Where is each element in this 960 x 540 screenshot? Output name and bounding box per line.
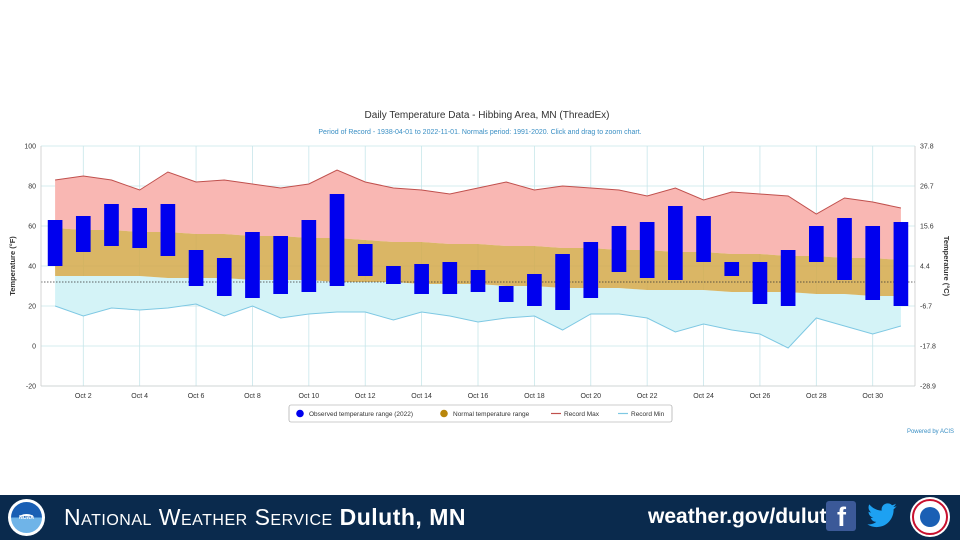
- x-tick-label: Oct 4: [131, 393, 148, 400]
- x-tick-label: Oct 18: [524, 393, 545, 400]
- observed-bar-day-6[interactable]: [188, 250, 204, 286]
- x-tick-label: Oct 16: [468, 393, 489, 400]
- x-tick-label: Oct 8: [244, 393, 261, 400]
- legend-item-label[interactable]: Record Max: [564, 411, 600, 418]
- record-min-line: [54, 303, 902, 349]
- observed-bar-day-26[interactable]: [752, 262, 768, 304]
- x-tick-label: Oct 28: [806, 393, 827, 400]
- y-axis-left-title: Temperature (°F): [8, 236, 17, 296]
- chart-area[interactable]: Daily Temperature Data - Hibbing Area, M…: [0, 0, 960, 495]
- observed-bar-day-30[interactable]: [865, 226, 881, 300]
- observed-bar-day-8[interactable]: [245, 232, 260, 298]
- observed-bar-day-5[interactable]: [160, 204, 176, 256]
- observed-bar-day-24[interactable]: [696, 216, 711, 262]
- footer-title-prefix: National Weather Service: [64, 504, 333, 530]
- y-tick-left-label: 60: [28, 224, 36, 231]
- y-tick-right-label: 37.8: [920, 144, 934, 151]
- legend-item-label[interactable]: Normal temperature range: [453, 411, 530, 418]
- x-tick-label: Oct 30: [862, 393, 883, 400]
- y-tick-left-label: 100: [24, 144, 36, 151]
- footer-banner: NOAA National Weather Service Duluth, MN…: [0, 495, 960, 540]
- observed-bar-day-19[interactable]: [555, 254, 570, 310]
- x-tick-label: Oct 22: [637, 393, 658, 400]
- legend-marker[interactable]: [296, 409, 304, 418]
- legend-marker[interactable]: [440, 409, 448, 418]
- x-tick-label: Oct 2: [75, 393, 92, 400]
- temperature-bands: [41, 169, 915, 349]
- record-min-band: [55, 276, 901, 348]
- y-tick-left-label: 0: [32, 344, 36, 351]
- y-tick-right-label: -28.9: [920, 384, 936, 391]
- legend-box: [288, 404, 673, 423]
- observed-bar-day-27[interactable]: [780, 250, 796, 306]
- observed-bar-day-7[interactable]: [216, 258, 232, 296]
- normal-range-band: [55, 228, 901, 296]
- footer-title-city: Duluth, MN: [339, 504, 466, 530]
- observed-bar-day-15[interactable]: [442, 262, 458, 294]
- record-max-line: [55, 169, 902, 215]
- x-tick-label: Oct 26: [750, 393, 771, 400]
- x-tick-label: Oct 20: [580, 393, 601, 400]
- facebook-icon[interactable]: f: [826, 501, 856, 532]
- temperature-chart[interactable]: Daily Temperature Data - Hibbing Area, M…: [0, 0, 960, 495]
- x-tick-label: Oct 10: [299, 393, 320, 400]
- chart-subtitle: Period of Record - 1938-04-01 to 2022-11…: [318, 129, 641, 136]
- y-tick-left-label: 80: [28, 184, 36, 191]
- y-axis-right-title: Temperature (°C): [942, 236, 951, 297]
- observed-bar-day-3[interactable]: [104, 204, 119, 246]
- y-tick-right-label: -17.8: [920, 344, 936, 351]
- observed-bar-day-11[interactable]: [329, 194, 345, 286]
- observed-bar-day-18[interactable]: [527, 274, 542, 306]
- observed-bar-day-23[interactable]: [668, 206, 683, 280]
- footer-title: National Weather Service Duluth, MN: [64, 504, 466, 531]
- observed-bar-day-2[interactable]: [75, 216, 91, 252]
- legend[interactable]: Observed temperature range (2022) Normal …: [288, 404, 673, 423]
- noaa-logo-text: NOAA: [19, 515, 34, 521]
- chart-title: Daily Temperature Data - Hibbing Area, M…: [365, 110, 610, 121]
- observed-bar-day-12[interactable]: [357, 244, 373, 276]
- observed-bar-day-9[interactable]: [273, 236, 288, 294]
- observed-bar-day-13[interactable]: [386, 266, 401, 284]
- observed-bar-day-25[interactable]: [724, 262, 740, 276]
- x-tick-label: Oct 6: [188, 393, 205, 400]
- observed-bar-day-1[interactable]: [47, 220, 63, 266]
- x-tick-label: Oct 14: [411, 393, 432, 400]
- observed-bar-day-28[interactable]: [808, 226, 824, 262]
- observed-bar-day-20[interactable]: [583, 242, 599, 298]
- observed-bar-day-21[interactable]: [611, 226, 627, 272]
- footer-url-link[interactable]: weather.gov/duluth: [648, 505, 840, 528]
- y-tick-right-label: 4.4: [920, 264, 930, 271]
- x-tick-label: Oct 12: [355, 393, 376, 400]
- record-max-band: [55, 170, 901, 260]
- observed-bar-day-14[interactable]: [414, 264, 429, 294]
- y-tick-right-label: 15.6: [920, 224, 934, 231]
- observed-bar-day-29[interactable]: [837, 218, 852, 280]
- twitter-icon[interactable]: [865, 500, 899, 532]
- observed-bar-day-17[interactable]: [498, 286, 514, 302]
- observed-bar-day-31[interactable]: [893, 222, 909, 306]
- nws-logo-icon[interactable]: [910, 497, 950, 537]
- credit-text[interactable]: Powered by ACIS: [907, 429, 954, 435]
- observed-bar-day-10[interactable]: [301, 220, 317, 292]
- y-tick-right-label: -6.7: [920, 304, 932, 311]
- y-tick-right-label: 26.7: [920, 184, 934, 191]
- observed-bars[interactable]: [47, 194, 909, 310]
- y-tick-left-label: 20: [28, 304, 36, 311]
- axes: -20 0 20 40 60 80 100 -28.9 -17.8 -6.7 4.4 15.6 26.7…: [24, 144, 936, 401]
- observed-bar-day-22[interactable]: [639, 222, 655, 278]
- legend-item-label[interactable]: Record Min: [631, 411, 665, 418]
- x-tick-label: Oct 24: [693, 393, 714, 400]
- y-tick-left-label: 40: [28, 264, 36, 271]
- y-tick-left-label: -20: [26, 384, 36, 391]
- observed-bar-day-4[interactable]: [132, 208, 148, 248]
- noaa-logo-icon[interactable]: NOAA: [8, 499, 45, 536]
- observed-bar-day-16[interactable]: [470, 270, 486, 292]
- legend-item-label[interactable]: Observed temperature range (2022): [309, 411, 413, 418]
